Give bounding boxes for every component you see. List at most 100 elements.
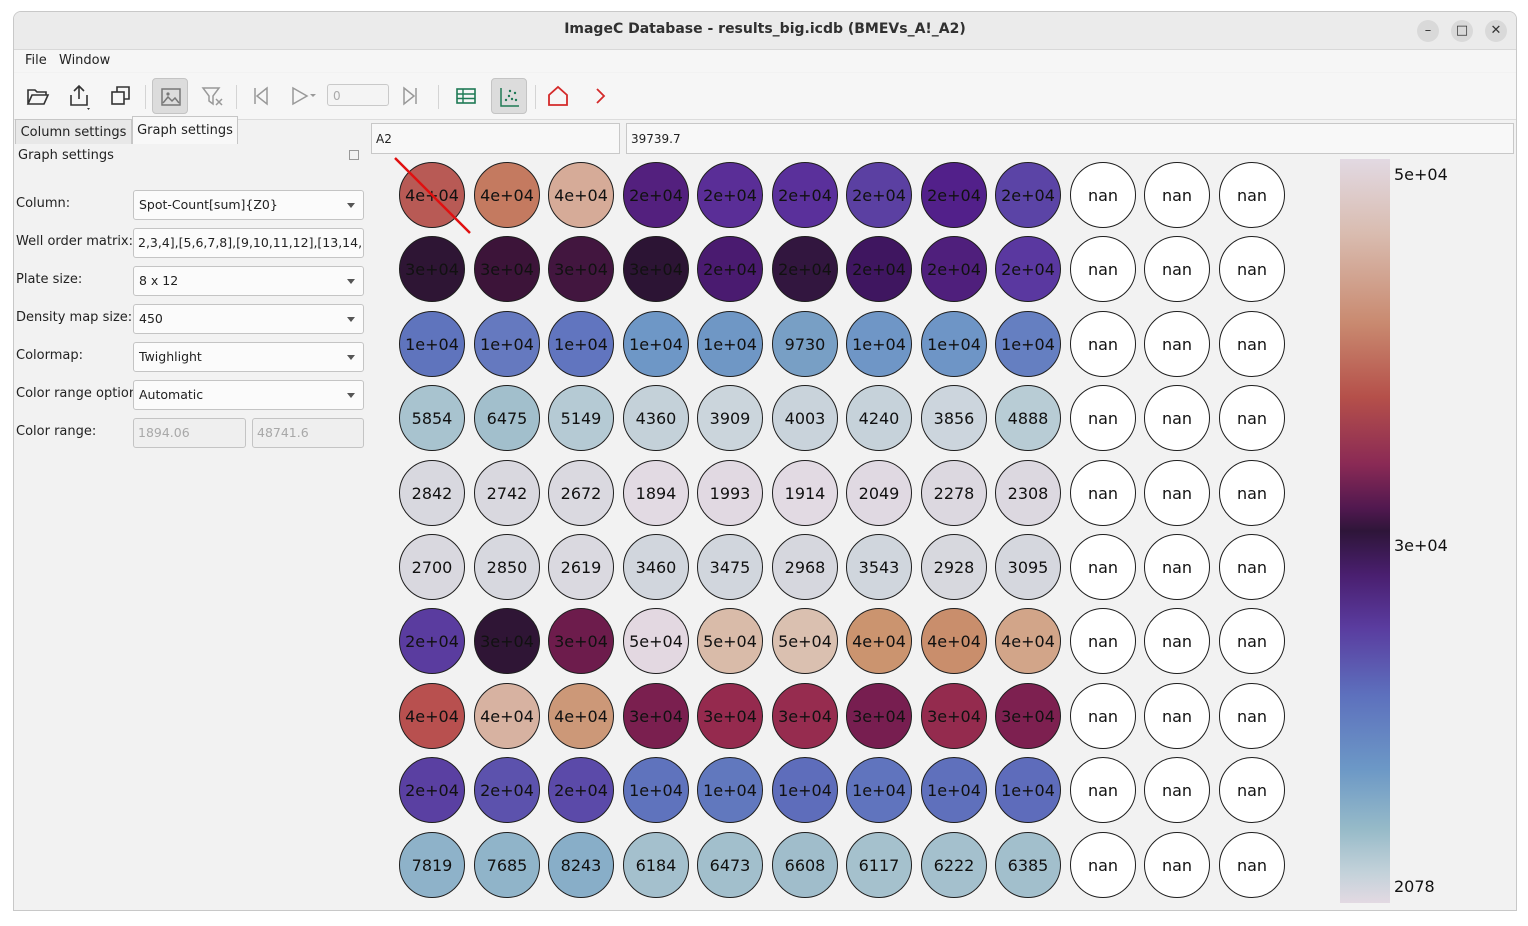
- well-A11[interactable]: nan: [1144, 162, 1210, 228]
- well-J11[interactable]: nan: [1144, 832, 1210, 898]
- well-J10[interactable]: nan: [1070, 832, 1136, 898]
- well-I11[interactable]: nan: [1144, 757, 1210, 823]
- menu-window[interactable]: Window: [59, 53, 111, 68]
- well-H10[interactable]: nan: [1070, 683, 1136, 749]
- well-E4[interactable]: 1894: [623, 460, 689, 526]
- well-B5[interactable]: 2e+04: [697, 236, 763, 302]
- well-J8[interactable]: 6222: [921, 832, 987, 898]
- well-G8[interactable]: 4e+04: [921, 608, 987, 674]
- well-F5[interactable]: 3475: [697, 534, 763, 600]
- well-C5[interactable]: 1e+04: [697, 311, 763, 377]
- table-view-button[interactable]: [448, 78, 484, 114]
- well-G12[interactable]: nan: [1219, 608, 1285, 674]
- well-H1[interactable]: 4e+04: [399, 683, 465, 749]
- clear-filter-button[interactable]: [195, 78, 231, 114]
- tab-column-settings[interactable]: Column settings: [15, 119, 132, 144]
- well-I2[interactable]: 2e+04: [474, 757, 540, 823]
- well-F3[interactable]: 2619: [548, 534, 614, 600]
- well-C7[interactable]: 1e+04: [846, 311, 912, 377]
- well-G4[interactable]: 5e+04: [623, 608, 689, 674]
- well-A5[interactable]: 2e+04: [697, 162, 763, 228]
- maximize-button[interactable]: □: [1451, 20, 1473, 42]
- column-select[interactable]: Spot-Count[sum]{Z0}: [133, 190, 364, 220]
- open-folder-button[interactable]: [20, 78, 56, 114]
- well-I12[interactable]: nan: [1219, 757, 1285, 823]
- well-J2[interactable]: 7685: [474, 832, 540, 898]
- well-I9[interactable]: 1e+04: [995, 757, 1061, 823]
- well-C8[interactable]: 1e+04: [921, 311, 987, 377]
- well-F8[interactable]: 2928: [921, 534, 987, 600]
- well-D1[interactable]: 5854: [399, 385, 465, 451]
- well-C11[interactable]: nan: [1144, 311, 1210, 377]
- well-I4[interactable]: 1e+04: [623, 757, 689, 823]
- well-F6[interactable]: 2968: [772, 534, 838, 600]
- well-B4[interactable]: 3e+04: [623, 236, 689, 302]
- well-B2[interactable]: 3e+04: [474, 236, 540, 302]
- well-B7[interactable]: 2e+04: [846, 236, 912, 302]
- well-I8[interactable]: 1e+04: [921, 757, 987, 823]
- well-F4[interactable]: 3460: [623, 534, 689, 600]
- play-button[interactable]: [282, 78, 318, 114]
- well-D5[interactable]: 3909: [697, 385, 763, 451]
- well-F9[interactable]: 3095: [995, 534, 1061, 600]
- well-G10[interactable]: nan: [1070, 608, 1136, 674]
- float-dock-icon[interactable]: [349, 150, 359, 160]
- well-J6[interactable]: 6608: [772, 832, 838, 898]
- well-G2[interactable]: 3e+04: [474, 608, 540, 674]
- well-C1[interactable]: 1e+04: [399, 311, 465, 377]
- well-J7[interactable]: 6117: [846, 832, 912, 898]
- well-A3[interactable]: 4e+04: [548, 162, 614, 228]
- well-H9[interactable]: 3e+04: [995, 683, 1061, 749]
- well-J3[interactable]: 8243: [548, 832, 614, 898]
- well-I10[interactable]: nan: [1070, 757, 1136, 823]
- well-B9[interactable]: 2e+04: [995, 236, 1061, 302]
- well-D11[interactable]: nan: [1144, 385, 1210, 451]
- well-J12[interactable]: nan: [1219, 832, 1285, 898]
- well-E9[interactable]: 2308: [995, 460, 1061, 526]
- well-F7[interactable]: 3543: [846, 534, 912, 600]
- well-C4[interactable]: 1e+04: [623, 311, 689, 377]
- well-D7[interactable]: 4240: [846, 385, 912, 451]
- well-F2[interactable]: 2850: [474, 534, 540, 600]
- well-A4[interactable]: 2e+04: [623, 162, 689, 228]
- well-D12[interactable]: nan: [1219, 385, 1285, 451]
- export-button[interactable]: [61, 78, 97, 114]
- well-E3[interactable]: 2672: [548, 460, 614, 526]
- close-button[interactable]: ✕: [1485, 20, 1507, 42]
- well-H5[interactable]: 3e+04: [697, 683, 763, 749]
- well-C3[interactable]: 1e+04: [548, 311, 614, 377]
- well-I3[interactable]: 2e+04: [548, 757, 614, 823]
- well-E10[interactable]: nan: [1070, 460, 1136, 526]
- color-range-option-select[interactable]: Automatic: [133, 380, 364, 410]
- well-H6[interactable]: 3e+04: [772, 683, 838, 749]
- well-D10[interactable]: nan: [1070, 385, 1136, 451]
- plate-size-select[interactable]: 8 x 12: [133, 266, 364, 296]
- well-C2[interactable]: 1e+04: [474, 311, 540, 377]
- well-H4[interactable]: 3e+04: [623, 683, 689, 749]
- well-H12[interactable]: nan: [1219, 683, 1285, 749]
- well-C12[interactable]: nan: [1219, 311, 1285, 377]
- well-order-input[interactable]: 2,3,4],[5,6,7,8],[9,10,11,12],[13,14,15,…: [133, 228, 364, 258]
- well-J4[interactable]: 6184: [623, 832, 689, 898]
- well-E2[interactable]: 2742: [474, 460, 540, 526]
- well-E7[interactable]: 2049: [846, 460, 912, 526]
- home-button[interactable]: [540, 78, 576, 114]
- well-D3[interactable]: 5149: [548, 385, 614, 451]
- well-E5[interactable]: 1993: [697, 460, 763, 526]
- density-select[interactable]: 450: [133, 304, 364, 334]
- well-D6[interactable]: 4003: [772, 385, 838, 451]
- well-B8[interactable]: 2e+04: [921, 236, 987, 302]
- well-H2[interactable]: 4e+04: [474, 683, 540, 749]
- well-C6[interactable]: 9730: [772, 311, 838, 377]
- frame-spinbox[interactable]: 0: [327, 84, 389, 106]
- minimize-button[interactable]: –: [1417, 20, 1439, 42]
- well-H11[interactable]: nan: [1144, 683, 1210, 749]
- well-G6[interactable]: 5e+04: [772, 608, 838, 674]
- well-F11[interactable]: nan: [1144, 534, 1210, 600]
- well-A10[interactable]: nan: [1070, 162, 1136, 228]
- well-I6[interactable]: 1e+04: [772, 757, 838, 823]
- well-E11[interactable]: nan: [1144, 460, 1210, 526]
- well-A6[interactable]: 2e+04: [772, 162, 838, 228]
- well-D2[interactable]: 6475: [474, 385, 540, 451]
- well-B1[interactable]: 3e+04: [399, 236, 465, 302]
